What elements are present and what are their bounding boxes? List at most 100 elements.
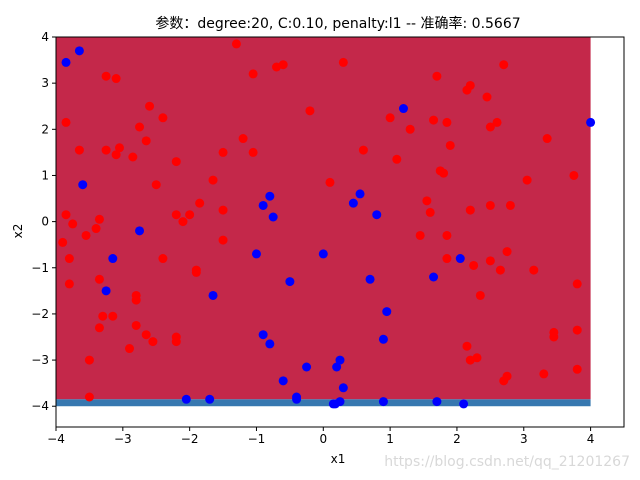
point-s1-26 (338, 383, 348, 393)
plot-frame (55, 36, 625, 428)
point-s0-48 (238, 134, 248, 144)
point-s0-70 (442, 254, 452, 264)
point-s1-11 (265, 191, 275, 201)
point-s0-26 (108, 311, 118, 321)
point-s1-4 (101, 286, 111, 296)
point-s1-7 (205, 394, 215, 404)
point-s0-1 (74, 145, 84, 155)
point-s1-34 (398, 104, 408, 114)
point-s0-81 (485, 200, 495, 210)
point-s1-24 (335, 397, 345, 407)
point-s0-80 (485, 122, 495, 132)
point-s0-59 (405, 124, 415, 134)
point-s0-43 (208, 175, 218, 185)
x-axis-label: x1 (331, 452, 346, 466)
point-s0-11 (111, 74, 121, 84)
point-s1-8 (181, 394, 191, 404)
point-s0-46 (218, 235, 228, 245)
point-s0-4 (64, 254, 74, 264)
point-s1-29 (365, 274, 375, 284)
point-s0-77 (472, 353, 482, 363)
point-s1-36 (432, 397, 442, 407)
point-s0-75 (462, 341, 472, 351)
x-tick-label-7: 3 (520, 432, 528, 446)
point-s0-6 (84, 355, 94, 365)
point-s0-64 (432, 71, 442, 81)
point-s1-23 (332, 362, 342, 372)
point-s0-85 (495, 265, 505, 275)
point-s0-30 (131, 295, 141, 305)
point-s0-8 (61, 210, 71, 220)
point-s0-82 (485, 256, 495, 266)
point-s1-6 (208, 290, 218, 300)
point-s0-96 (569, 170, 579, 180)
point-s0-18 (141, 136, 151, 146)
point-s0-94 (549, 332, 559, 342)
point-s0-37 (171, 210, 181, 220)
point-s0-44 (218, 147, 228, 157)
watermark: https://blog.csdn.net/qq_21201267 (384, 454, 630, 470)
point-s0-90 (522, 175, 532, 185)
point-s0-68 (442, 230, 452, 240)
y-tick-label-7: 3 (41, 76, 49, 90)
point-s1-32 (382, 307, 392, 317)
point-s0-17 (145, 101, 155, 111)
point-s0-73 (465, 205, 475, 215)
point-s0-3 (58, 237, 68, 247)
chart-title: 参数：degree:20, C:0.10, penalty:l1 -- 准确率:… (155, 15, 520, 32)
point-s1-18 (292, 394, 302, 404)
x-tick-label-0: −4 (47, 432, 65, 446)
decision-regions (56, 37, 591, 407)
point-s0-27 (94, 323, 104, 333)
point-s0-35 (171, 337, 181, 347)
point-s0-61 (422, 196, 432, 206)
point-s0-50 (248, 147, 258, 157)
point-s0-62 (425, 207, 435, 217)
point-s0-87 (505, 200, 515, 210)
point-s0-99 (572, 364, 582, 374)
point-s0-72 (465, 80, 475, 90)
x-axis-ticks: −4 −3 −2 −1 0 1 2 3 4 (47, 427, 594, 446)
point-s0-45 (218, 205, 228, 215)
point-s1-3 (108, 254, 118, 264)
point-s0-9 (68, 219, 78, 229)
region-red-0 (56, 37, 591, 400)
point-s0-98 (572, 325, 582, 335)
point-s0-32 (141, 330, 151, 340)
point-s1-39 (586, 117, 596, 127)
point-s0-91 (529, 265, 539, 275)
point-s1-37 (455, 254, 465, 264)
point-s1-5 (135, 226, 145, 236)
point-s1-27 (348, 198, 358, 208)
point-s0-20 (151, 180, 161, 190)
x-tick-label-3: −1 (248, 432, 266, 446)
scatter-points (58, 39, 596, 409)
y-tick-label-1: −3 (31, 353, 49, 367)
point-s1-10 (258, 200, 268, 210)
point-s0-95 (539, 369, 549, 379)
point-s0-23 (91, 224, 101, 234)
point-s0-60 (415, 230, 425, 240)
y-tick-label-8: 4 (41, 30, 49, 44)
point-s0-22 (94, 214, 104, 224)
point-s1-20 (318, 249, 328, 259)
point-s0-52 (278, 60, 288, 70)
point-s1-38 (459, 399, 469, 409)
point-s0-13 (101, 145, 111, 155)
point-s0-24 (94, 274, 104, 284)
point-s0-25 (98, 311, 108, 321)
point-s0-40 (195, 198, 205, 208)
point-s1-15 (278, 376, 288, 386)
point-s0-74 (469, 260, 479, 270)
point-s0-63 (429, 115, 439, 125)
point-s0-69 (445, 140, 455, 150)
point-s1-0 (61, 57, 71, 67)
point-s0-89 (502, 371, 512, 381)
point-s0-58 (392, 154, 402, 164)
point-s0-16 (135, 122, 145, 132)
point-s1-35 (429, 272, 439, 282)
x-tick-label-5: 1 (386, 432, 394, 446)
point-s0-79 (482, 92, 492, 102)
point-s0-92 (542, 134, 552, 144)
